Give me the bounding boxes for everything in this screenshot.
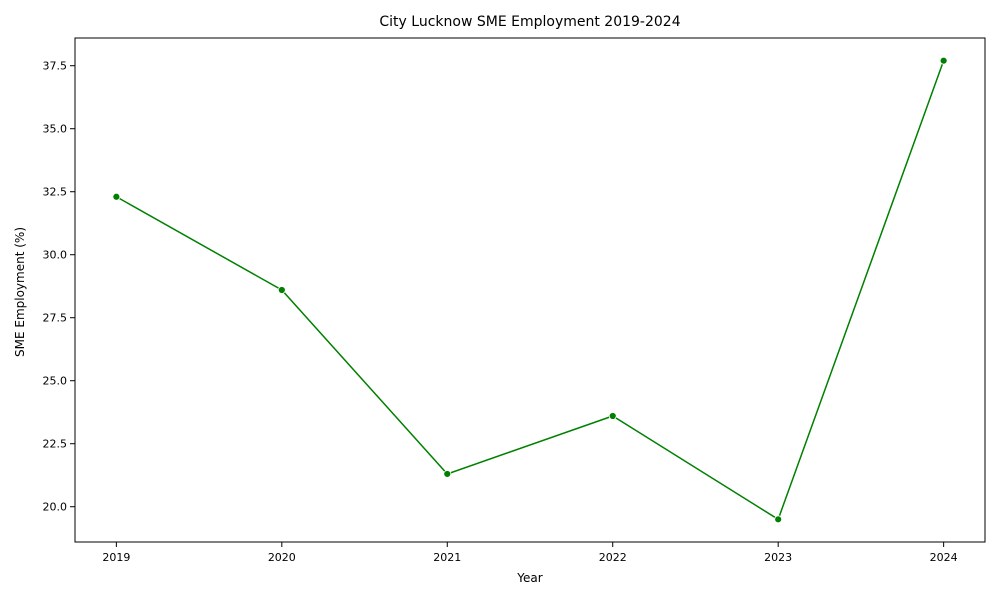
x-axis-label: Year xyxy=(516,571,542,585)
y-tick-label: 32.5 xyxy=(43,186,68,199)
series-line xyxy=(115,60,945,521)
data-point xyxy=(443,470,452,478)
y-tick-label: 22.5 xyxy=(43,438,68,451)
y-tick-label: 30.0 xyxy=(43,249,68,262)
data-point xyxy=(774,515,783,524)
x-tick-label: 2019 xyxy=(102,551,130,564)
data-point xyxy=(608,412,617,420)
x-tick-label: 2022 xyxy=(599,551,627,564)
x-tick-label: 2023 xyxy=(764,551,792,564)
y-tick-label: 37.5 xyxy=(43,60,68,73)
y-tick-label: 20.0 xyxy=(43,501,68,514)
y-tick-label: 27.5 xyxy=(43,312,68,325)
data-point xyxy=(939,56,948,65)
chart-title: City Lucknow SME Employment 2019-2024 xyxy=(379,14,680,30)
data-point xyxy=(277,286,286,294)
y-axis-label: SME Employment (%) xyxy=(13,227,27,357)
y-tick-label: 25.0 xyxy=(43,375,68,388)
x-tick-label: 2021 xyxy=(433,551,461,564)
plot-frame xyxy=(74,37,986,543)
y-tick-label: 35.0 xyxy=(43,123,68,136)
plot-area: 2019 2020 2021 2022 2023 2024 20.0 22.5 25.0 27.5… xyxy=(43,37,986,564)
data-point xyxy=(112,192,121,201)
x-tick-label: 2020 xyxy=(268,551,296,564)
x-tick-label: 2024 xyxy=(930,551,958,564)
